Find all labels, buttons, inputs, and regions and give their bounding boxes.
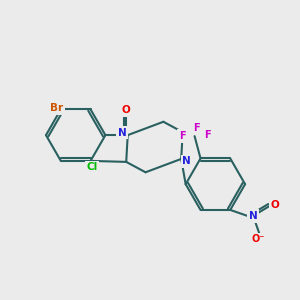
Text: Br: Br <box>50 103 63 113</box>
Text: O: O <box>271 200 279 210</box>
Text: N: N <box>118 128 127 138</box>
Text: O⁻: O⁻ <box>252 234 265 244</box>
Text: O: O <box>122 106 130 116</box>
Text: F: F <box>179 131 185 141</box>
Text: F: F <box>193 123 200 133</box>
Text: N: N <box>249 211 257 221</box>
Text: F: F <box>204 130 210 140</box>
Text: Cl: Cl <box>86 162 98 172</box>
Text: N: N <box>182 156 191 166</box>
